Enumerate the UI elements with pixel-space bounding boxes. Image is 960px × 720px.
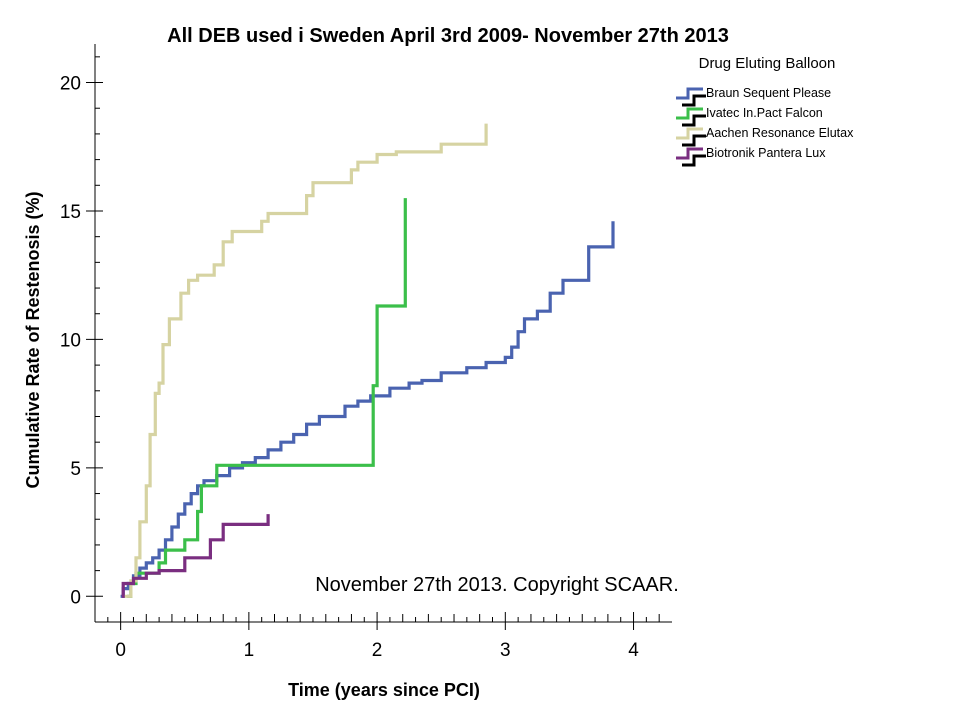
legend-censor-marker bbox=[682, 94, 706, 107]
x-axis-label: Time (years since PCI) bbox=[288, 680, 480, 700]
x-tick-label: 2 bbox=[372, 640, 383, 661]
chart-title: All DEB used i Sweden April 3rd 2009- No… bbox=[167, 25, 729, 47]
series-line-1 bbox=[120, 221, 615, 598]
y-tick-label: 20 bbox=[60, 74, 81, 95]
legend-swatch-2 bbox=[676, 107, 703, 120]
legend-swatch-4 bbox=[676, 147, 703, 160]
x-tick-label: 0 bbox=[115, 640, 126, 661]
legend-label-1: Braun Sequent Please bbox=[706, 86, 831, 100]
x-tick-label: 1 bbox=[244, 640, 255, 661]
copyright-annotation: November 27th 2013. Copyright SCAAR. bbox=[315, 574, 679, 596]
legend-label-3: Aachen Resonance Elutax bbox=[706, 126, 854, 140]
legend: Drug Eluting Balloon Braun Sequent Pleas… bbox=[676, 55, 854, 167]
series-line-2 bbox=[127, 198, 407, 598]
series-line-4 bbox=[121, 514, 270, 598]
legend-censor-marker bbox=[682, 114, 706, 127]
legend-item-4: Biotronik Pantera Lux bbox=[676, 146, 826, 167]
y-tick-label: 15 bbox=[60, 202, 81, 223]
legend-swatch-3 bbox=[676, 127, 703, 140]
y-tick-label: 10 bbox=[60, 330, 81, 351]
legend-item-2: Ivatec In.Pact Falcon bbox=[676, 106, 823, 127]
series-line-3 bbox=[124, 123, 488, 598]
x-tick-label: 4 bbox=[628, 640, 639, 661]
axes: 0 5 10 15 20 0 1 2 3 4 bbox=[60, 44, 672, 661]
legend-swatch-1 bbox=[676, 87, 703, 100]
series-layer bbox=[120, 123, 615, 598]
legend-censor-marker bbox=[682, 134, 706, 147]
legend-label-2: Ivatec In.Pact Falcon bbox=[706, 106, 823, 120]
legend-items: Braun Sequent Please Ivatec In.Pact Falco… bbox=[676, 86, 854, 167]
legend-label-4: Biotronik Pantera Lux bbox=[706, 146, 826, 160]
legend-title: Drug Eluting Balloon bbox=[699, 55, 836, 72]
y-tick-label: 5 bbox=[70, 459, 81, 480]
y-axis-label: Cumulative Rate of Restenosis (%) bbox=[23, 191, 43, 488]
legend-item-3: Aachen Resonance Elutax bbox=[676, 126, 854, 147]
y-tick-label: 0 bbox=[70, 587, 81, 608]
legend-item-1: Braun Sequent Please bbox=[676, 86, 831, 107]
x-tick-label: 3 bbox=[500, 640, 511, 661]
legend-censor-marker bbox=[682, 154, 706, 167]
